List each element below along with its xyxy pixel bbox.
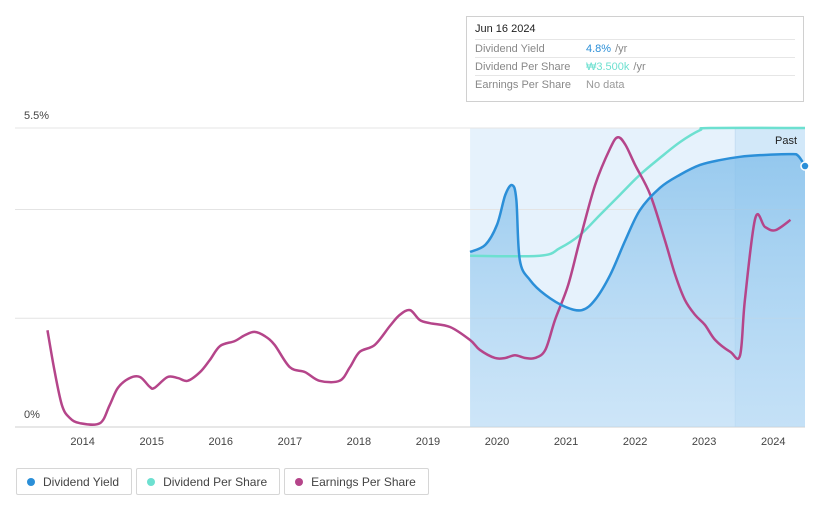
- x-tick-label: 2014: [70, 436, 94, 448]
- tooltip-row: Earnings Per Share No data: [475, 75, 795, 93]
- x-tick-label: 2016: [209, 436, 233, 448]
- series-line: [46, 135, 792, 426]
- tooltip-value: 4.8%: [586, 42, 612, 55]
- tooltip-date: Jun 16 2024: [475, 23, 536, 35]
- tooltip-value: No data: [586, 78, 625, 91]
- legend-dot: [27, 477, 35, 486]
- x-tick-label: 2021: [554, 436, 578, 448]
- y-tick-label: 5.5%: [24, 110, 49, 122]
- legend-label: Dividend Per Share: [163, 474, 268, 489]
- x-tick-label: 2015: [139, 436, 163, 448]
- legend-dot: [295, 477, 304, 486]
- legend-label: Earnings Per Share: [311, 474, 416, 489]
- y-tick-label: 0%: [24, 409, 40, 421]
- x-tick-label: 2022: [623, 436, 647, 448]
- x-tick-label: 2017: [278, 436, 302, 448]
- past-label: Past: [775, 135, 797, 147]
- legend-item[interactable]: Dividend Yield: [16, 468, 133, 495]
- tooltip-label: Dividend Yield: [475, 42, 545, 55]
- legend-item[interactable]: Dividend Per Share: [136, 468, 281, 495]
- x-tick-label: 2023: [692, 436, 716, 448]
- tooltip-value: ₩3.500k: [586, 60, 630, 73]
- series-line: [469, 152, 807, 312]
- tooltip-unit: /yr: [633, 60, 646, 73]
- tooltip: Jun 16 2024 Dividend Yield 4.8%/yr Dividen…: [466, 16, 804, 102]
- x-tick-label: 2024: [761, 436, 785, 448]
- legend-item[interactable]: Earnings Per Share: [284, 468, 429, 495]
- legend-label: Dividend Yield: [43, 474, 120, 489]
- legend-dot: [147, 477, 156, 486]
- x-tick-label: 2018: [347, 436, 371, 448]
- dividend-yield-area: [470, 154, 805, 427]
- end-point: [800, 161, 810, 171]
- tooltip-label: Dividend Per Share: [475, 60, 571, 73]
- tooltip-label: Earnings Per Share: [475, 78, 571, 91]
- tooltip-row: Dividend Yield 4.8%/yr: [475, 39, 795, 57]
- x-tick-label: 2020: [485, 436, 509, 448]
- series-line: [470, 126, 806, 258]
- x-tick-label: 2019: [416, 436, 440, 448]
- legend: Dividend Yield Dividend Per Share Earnings…: [16, 468, 429, 495]
- tooltip-row: Dividend Per Share ₩3.500k/yr: [475, 57, 795, 75]
- tooltip-unit: /yr: [615, 42, 628, 55]
